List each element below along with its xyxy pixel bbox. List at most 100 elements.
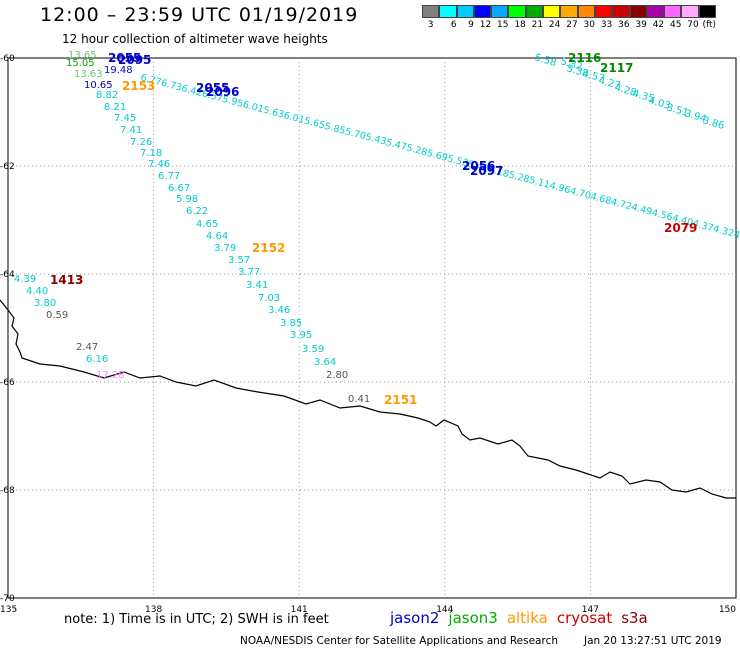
- map-gridlines: [8, 58, 736, 598]
- scale-swatch-15: [681, 5, 699, 18]
- lat-tick-label: -70: [0, 594, 15, 604]
- swh-value: 3.80: [34, 298, 56, 309]
- track-long-diagonal: 6.776.736.426.375.956.015.636.015.655.85…: [139, 72, 740, 342]
- long-track-text: 6.776.736.426.375.956.015.636.015.655.85…: [139, 72, 740, 342]
- scale-swatch-0: [422, 5, 440, 18]
- scale-label: (ft): [702, 20, 717, 30]
- footer-timestamp: Jan 20 13:27:51 UTC 2019: [584, 635, 722, 647]
- swh-value: 7.41: [120, 125, 142, 136]
- scale-swatch-16: [698, 5, 717, 18]
- swh-value: 0.41: [348, 394, 370, 405]
- swh-value: 3.95: [290, 330, 312, 341]
- scale-label: 33: [600, 20, 613, 30]
- scale-label: 21: [531, 20, 544, 30]
- swh-value: 3.86: [701, 115, 725, 132]
- page-subtitle: 12 hour collection of altimeter wave hei…: [62, 32, 328, 46]
- legend-entry-s3a: s3a: [621, 609, 648, 627]
- scale-label: 15: [497, 20, 509, 30]
- swh-value: 3.57: [228, 255, 250, 266]
- scale-swatch-11: [612, 5, 630, 18]
- credit-text: NOAA/NESDIS Center for Satellite Applica…: [240, 635, 558, 647]
- swh-value: 7.45: [114, 113, 136, 124]
- swh-value: 3.59: [302, 344, 324, 355]
- swh-value: 7.46: [148, 159, 170, 170]
- swh-value: 7.03: [258, 293, 280, 304]
- swh-value: 13.65: [68, 50, 97, 61]
- legend-entry-jason2: jason2: [390, 609, 440, 627]
- scale-swatch-8: [560, 5, 578, 18]
- scale-swatch-13: [646, 5, 665, 18]
- swh-value: 4.39: [14, 274, 36, 285]
- swh-value: 6.22: [186, 206, 208, 217]
- footer-credit: NOAA/NESDIS Center for Satellite Applica…: [240, 635, 722, 647]
- swh-value: 13.63: [74, 69, 103, 80]
- swh-value: 10.65: [84, 80, 113, 91]
- lat-tick-label: -64: [0, 270, 15, 280]
- scale-label: 12: [479, 20, 492, 30]
- pass-label: 2152: [252, 241, 285, 255]
- lon-tick-label: 141: [291, 605, 308, 615]
- pass-label: 2153: [122, 79, 155, 93]
- pass-label: 2116: [568, 51, 601, 65]
- swh-value: 8.21: [104, 102, 126, 113]
- swh-value: 3.64: [314, 357, 336, 368]
- satellite-legend: jason2 jason3 altika cryosat s3a: [390, 609, 648, 627]
- swh-value: 8.82: [96, 90, 118, 101]
- coastline: [0, 299, 736, 499]
- legend-entry-jason3: jason3: [448, 609, 498, 627]
- pass-label: 2117: [600, 61, 633, 75]
- scale-label: 45: [670, 20, 682, 30]
- swh-value: 5.58: [533, 52, 557, 69]
- pass-label: 2096: [206, 85, 239, 99]
- scale-swatch-2: [456, 5, 474, 18]
- swh-value: 7.18: [140, 148, 162, 159]
- scale-swatch-1: [439, 5, 457, 18]
- swh-value: 3.85: [280, 318, 302, 329]
- lat-tick-label: -60: [0, 54, 15, 64]
- scale-label: 3: [427, 20, 434, 30]
- track-left-group: 4.394.403.800.59 2.476.16 17.28: [14, 274, 125, 381]
- scale-label: 24: [548, 20, 561, 30]
- track-end-labels: 2.80 0.41: [326, 370, 370, 405]
- swh-value: 7.26: [130, 137, 152, 148]
- lon-tick-label: 135: [0, 605, 17, 615]
- scale-swatch-3: [473, 5, 492, 18]
- swh-value: 2.47: [76, 342, 98, 353]
- pass-label: 2151: [384, 393, 417, 407]
- lat-tick-label: -66: [0, 378, 15, 388]
- legend-entry-altika: altika: [506, 609, 548, 627]
- lon-tick-label: 138: [145, 605, 162, 615]
- scale-swatch-14: [664, 5, 682, 18]
- pass-label: 1413: [50, 273, 83, 287]
- scale-label: 6: [450, 20, 457, 30]
- track-main-diagonal: 10.658.828.217.457.417.267.187.466.776.6…: [84, 80, 336, 368]
- swh-value: 0.59: [46, 310, 68, 321]
- pass-label: 2056: [462, 159, 495, 173]
- swh-value: 3.77: [238, 267, 260, 278]
- swh-value: 17.28: [96, 370, 125, 381]
- legend-entry-cryosat: cryosat: [556, 609, 613, 627]
- lon-tick-label: 150: [719, 605, 736, 615]
- lat-tick-label: -68: [0, 486, 15, 496]
- scale-swatch-7: [543, 5, 561, 18]
- pass-label: 2097: [470, 164, 503, 178]
- swh-value: 3.79: [214, 243, 236, 254]
- pass-label: 2055: [196, 81, 229, 95]
- scale-label: 9: [468, 20, 474, 30]
- scale-swatch-12: [629, 5, 647, 18]
- lon-tick-label: 147: [582, 605, 599, 615]
- scale-label: 70: [687, 20, 699, 30]
- scale-label: 30: [583, 20, 595, 30]
- map-frame: [7, 57, 737, 599]
- swh-value: 15.05: [66, 58, 95, 69]
- footer-note: note: 1) Time is in UTC; 2) SWH is in fe…: [64, 612, 329, 627]
- scale-label: 27: [566, 20, 578, 30]
- swh-value: 6.77: [158, 171, 180, 182]
- scale-swatch-6: [525, 5, 544, 18]
- scale-label: 36: [618, 20, 630, 30]
- swh-value: 2.80: [326, 370, 348, 381]
